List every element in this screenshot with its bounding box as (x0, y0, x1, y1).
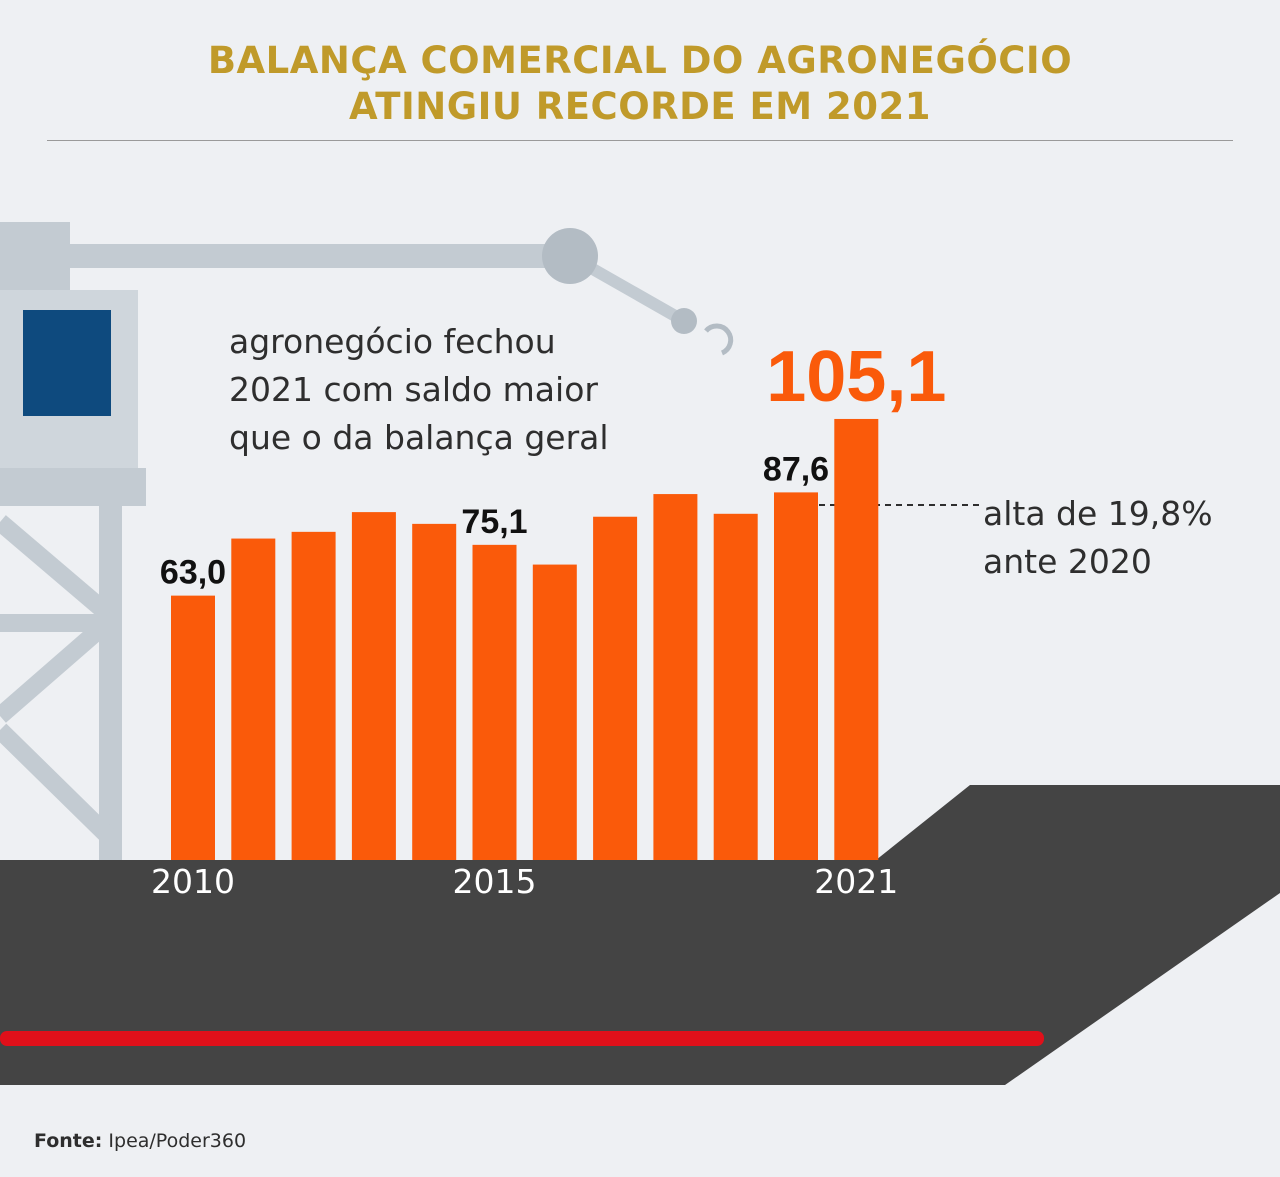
x-tick-2015: 2015 (453, 862, 537, 901)
bar-2013 (351, 512, 396, 860)
x-axis-tick-labels: 2010 2015 2021 (151, 862, 898, 901)
value-label-2021: 105,1 (766, 337, 946, 417)
value-label-2010: 63,0 (160, 554, 226, 592)
bar-2019 (713, 513, 758, 860)
bar-2018 (653, 494, 698, 860)
crane-illustration (0, 222, 734, 860)
value-label-2020: 87,6 (763, 450, 829, 488)
chart-subtitle: agronegócio fechou 2021 com saldo maior … (229, 322, 609, 457)
bar-2016 (532, 564, 577, 860)
bar-2014 (412, 523, 457, 860)
bar-series (171, 418, 879, 860)
x-tick-2021: 2021 (814, 862, 898, 901)
bar-2012 (291, 531, 336, 860)
growth-annotation: alta de 19,8% ante 2020 (983, 494, 1213, 581)
bar-2015 (472, 544, 517, 860)
bar-2011 (231, 538, 276, 860)
value-labels: 63,0 75,1 87,6 105,1 (160, 337, 946, 592)
bar-2017 (593, 516, 638, 860)
ship-stripe (0, 1031, 1044, 1046)
source-note: Fonte: Ipea/Poder360 (34, 1130, 246, 1152)
source-label: Fonte: (34, 1130, 103, 1152)
value-label-2015: 75,1 (461, 503, 527, 541)
title-divider (47, 140, 1233, 141)
bar-2020 (774, 492, 818, 860)
bar-2021 (834, 418, 879, 860)
chart-title: BALANÇA COMERCIAL DO AGRONEGÓCIO ATINGIU… (0, 38, 1280, 130)
title-line-1: BALANÇA COMERCIAL DO AGRONEGÓCIO (207, 39, 1073, 82)
bar-2010 (171, 595, 215, 860)
source-text: Ipea/Poder360 (108, 1130, 247, 1152)
x-tick-2010: 2010 (151, 862, 235, 901)
title-line-2: ATINGIU RECORDE EM 2021 (349, 85, 931, 128)
